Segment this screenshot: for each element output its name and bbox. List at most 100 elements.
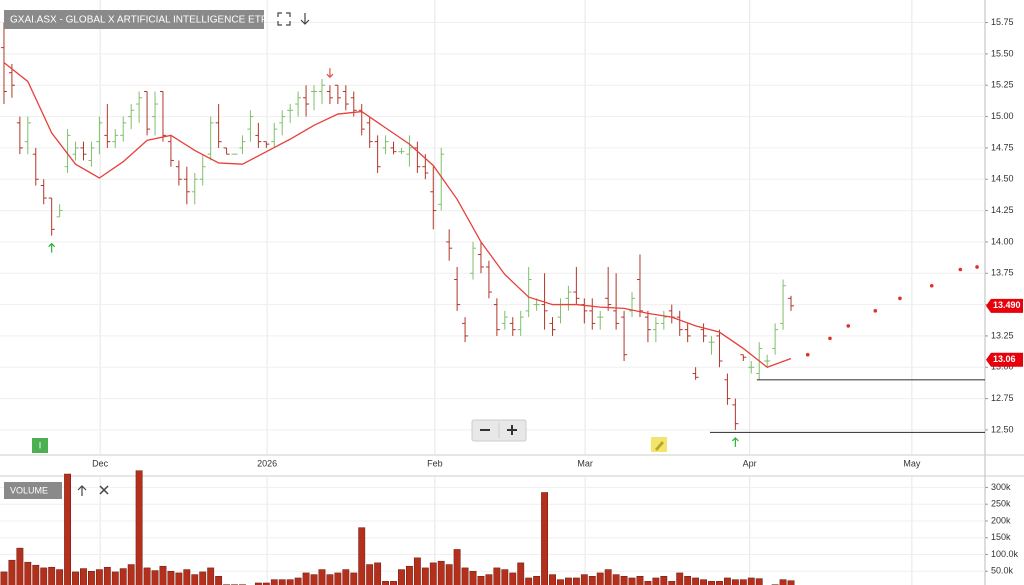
- volume-bar: [533, 576, 541, 585]
- volume-bar: [469, 570, 477, 585]
- volume-bar: [318, 569, 326, 585]
- volume-bar: [652, 577, 660, 585]
- volume-bar: [731, 579, 739, 585]
- volume-bar: [40, 567, 48, 585]
- volume-bar: [270, 579, 278, 585]
- move-up-icon[interactable]: [77, 485, 87, 496]
- signal-arrow: [326, 68, 334, 79]
- volume-bar: [708, 581, 715, 585]
- volume-bar: [358, 527, 366, 585]
- volume-bar: [87, 570, 95, 585]
- volume-bar: [111, 571, 119, 585]
- volume-bar: [183, 569, 191, 585]
- volume-bar: [421, 567, 429, 585]
- volume-bar: [143, 567, 151, 585]
- volume-bar: [167, 570, 175, 585]
- price-label-box: [986, 352, 1023, 367]
- chart-title: GXAI.ASX - GLOBAL X ARTIFICIAL INTELLIGE…: [10, 15, 267, 26]
- volume-bar: [787, 580, 795, 585]
- volume-bar: [390, 581, 397, 585]
- y-tick-label: 15.00: [991, 111, 1014, 121]
- volume-bar: [755, 578, 763, 585]
- volume-bar: [437, 560, 445, 585]
- volume-bar: [477, 576, 485, 585]
- volume-bar: [8, 559, 16, 585]
- event-marker[interactable]: I: [32, 438, 48, 453]
- volume-bar: [541, 492, 549, 585]
- volume-bar: [151, 570, 159, 585]
- volume-bar: [374, 562, 382, 585]
- volume-bar: [692, 577, 700, 585]
- forecast-point: [898, 296, 902, 301]
- volume-bar: [429, 562, 437, 585]
- expand-icon[interactable]: [277, 12, 291, 26]
- volume-bar: [612, 574, 620, 585]
- x-tick-label: Dec: [92, 458, 109, 468]
- volume-bar: [413, 557, 421, 585]
- plot: 13.490 13.06: [0, 22, 1023, 585]
- zoom-in[interactable]: [507, 425, 517, 435]
- title-background: [4, 10, 264, 29]
- x-tick-label: Apr: [743, 458, 757, 468]
- volume-bar: [278, 579, 286, 585]
- volume-bar: [493, 567, 501, 585]
- volume-bar: [103, 566, 111, 585]
- volume-bar: [564, 577, 572, 585]
- volume-bar: [72, 571, 79, 585]
- forecast-point: [958, 267, 963, 272]
- volume-bar: [779, 579, 787, 585]
- y-tick-label: 13.25: [991, 330, 1014, 340]
- annotation-tool[interactable]: [651, 437, 667, 452]
- volume-bar: [32, 564, 40, 585]
- volume-bar: [95, 569, 103, 585]
- volume-bar: [747, 577, 755, 585]
- volume-bar: [254, 582, 262, 585]
- y-tick-label: 12.75: [991, 393, 1014, 403]
- volume-bar: [517, 562, 525, 585]
- volume-header: VOLUME: [4, 482, 109, 499]
- volume-bar: [485, 574, 493, 585]
- volume-bar: [0, 571, 8, 585]
- pencil-icon: [655, 441, 664, 451]
- volume-bar: [549, 574, 556, 585]
- volume-bar: [207, 567, 215, 585]
- volume-bar: [572, 577, 580, 585]
- y-tick-label: 14.25: [991, 205, 1014, 215]
- volume-bar: [700, 579, 708, 585]
- volume-bar: [525, 577, 533, 585]
- volume-bar: [64, 473, 72, 585]
- volume-bar: [334, 572, 342, 585]
- volume-bar: [294, 577, 302, 585]
- volume-bar: [716, 581, 723, 585]
- volume-bar: [620, 576, 628, 585]
- volume-bar: [16, 547, 24, 585]
- volume-bar: [557, 579, 564, 585]
- volume-bar: [159, 565, 167, 585]
- y-tick-label: 15.50: [991, 48, 1014, 58]
- volume-bar: [398, 569, 405, 585]
- x-tick-label: Feb: [427, 458, 443, 468]
- y-tick-label: 50.0k: [991, 566, 1014, 576]
- volume-bar: [135, 470, 143, 585]
- volume-bar: [509, 572, 517, 585]
- y-tick-label: 12.50: [991, 424, 1014, 434]
- forecast-point: [975, 265, 979, 269]
- volume-bar: [80, 568, 87, 585]
- volume-bar: [215, 576, 223, 585]
- y-tick-label: 14.75: [991, 142, 1014, 152]
- volume-bar: [127, 564, 135, 585]
- volume-bar: [326, 574, 334, 585]
- volume-bar: [660, 576, 668, 585]
- volume-bar: [668, 581, 676, 585]
- close-icon[interactable]: [99, 485, 109, 495]
- event-label: I: [39, 440, 42, 450]
- volume-bar: [405, 565, 413, 585]
- y-tick-label: 150k: [991, 532, 1011, 542]
- forecast-point: [828, 336, 832, 341]
- x-tick-label: May: [903, 458, 921, 468]
- volume-bar: [119, 568, 127, 585]
- download-icon[interactable]: [300, 13, 310, 25]
- x-tick-label: Mar: [577, 458, 593, 468]
